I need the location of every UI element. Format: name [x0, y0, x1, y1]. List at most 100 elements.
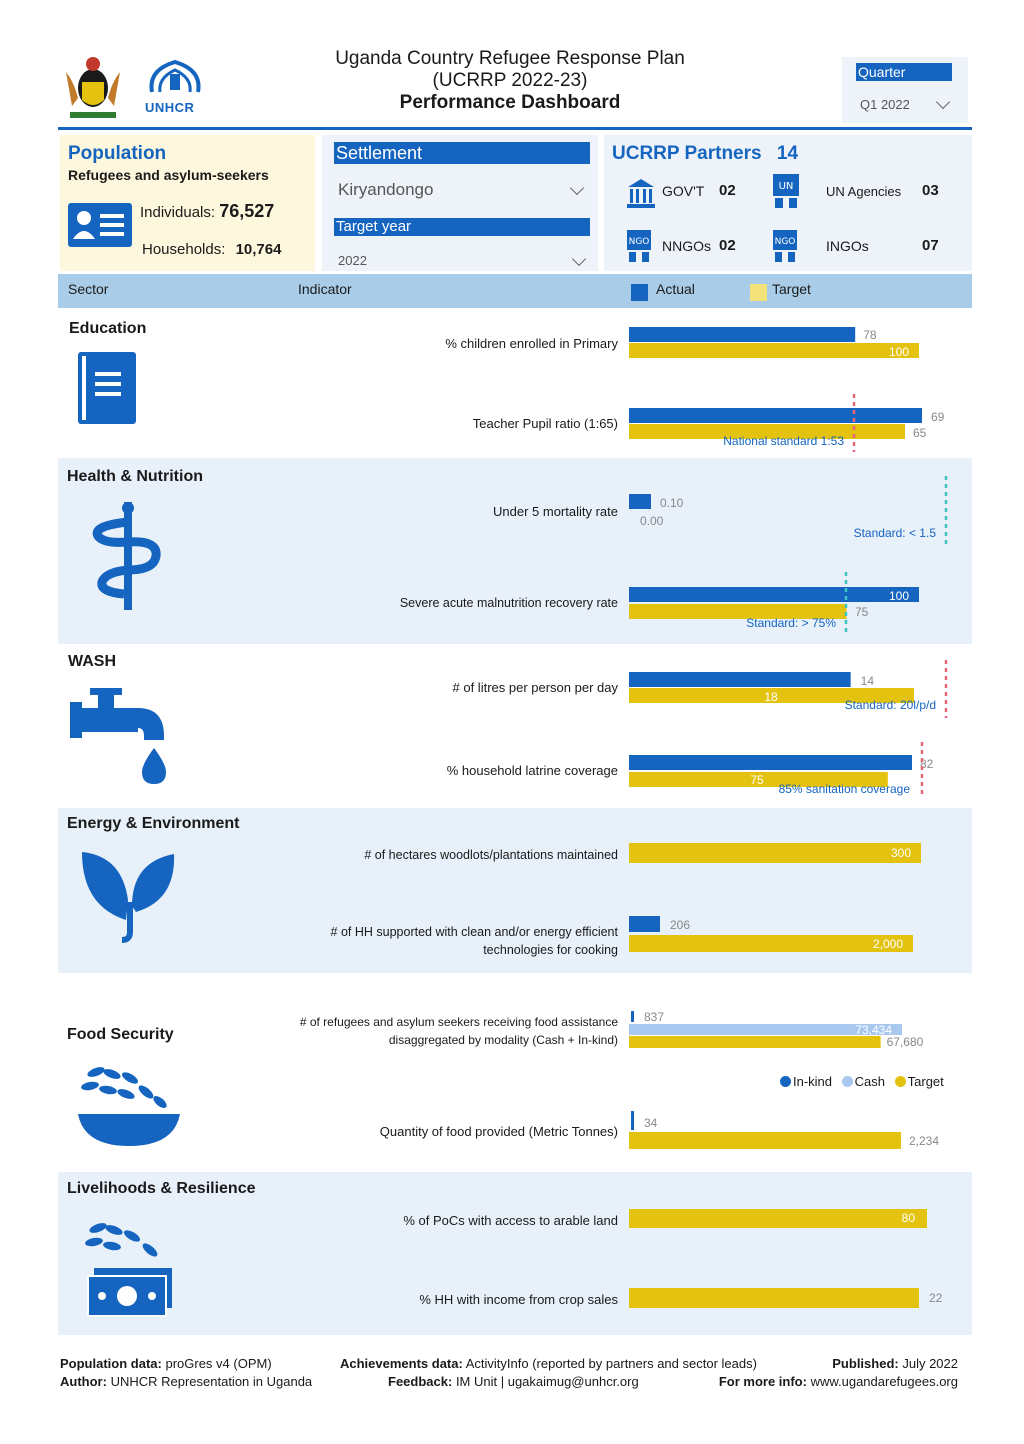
households-stat: Households: 10,764: [142, 241, 282, 258]
settlement-filter-label: Settlement: [334, 142, 590, 164]
dashboard-title: Uganda Country Refugee Response Plan (UC…: [335, 48, 685, 113]
target-value-label: 100: [889, 345, 909, 359]
indicator-label: % household latrine coverage: [446, 763, 618, 778]
health-caduceus-icon: [92, 502, 161, 610]
footer-middle: Achievements data: ActivityInfo (reporte…: [340, 1356, 757, 1389]
footer-left: Population data: proGres v4 (OPM) Author…: [60, 1356, 313, 1389]
target-bar: [629, 1036, 881, 1048]
sector-column-header: Sector: [68, 281, 109, 297]
partners-title: UCRRP Partners 14: [612, 143, 799, 164]
cash-legend-dot: [841, 1076, 853, 1087]
partner-nngo-label: NNGOs: [662, 238, 711, 254]
target-legend-swatch: [750, 284, 767, 301]
ngo-icon: NGO: [773, 230, 797, 262]
indicator-label: # of HH supported with clean and/or ener…: [330, 925, 618, 957]
target-year-dropdown[interactable]: 2022: [338, 253, 367, 268]
actual-legend-swatch: [631, 284, 648, 301]
target-bar: [629, 1132, 901, 1149]
sector-title-energy: Energy & Environment: [67, 815, 240, 832]
indicator-label: # of refugees and asylum seekers receivi…: [299, 1015, 618, 1047]
partner-nngo-count: 02: [719, 237, 736, 254]
population-title: Population: [68, 143, 167, 164]
table-column-header: Sector Indicator Actual Target: [58, 274, 972, 308]
sector-title-education: Education: [69, 320, 147, 337]
target-bar: [629, 688, 914, 703]
chevron-down-icon[interactable]: [569, 180, 585, 196]
svg-text:NGO: NGO: [775, 237, 796, 247]
partner-ingo-count: 07: [922, 237, 939, 254]
target-value-label: 67,680: [887, 1035, 924, 1049]
sector-title-health: Health & Nutrition: [67, 468, 203, 485]
partner-govt-label: GOV'T: [662, 183, 705, 199]
indicator-label: Severe acute malnutrition recovery rate: [399, 596, 618, 610]
actual-legend-label: Actual: [656, 281, 695, 297]
population-subtitle: Refugees and asylum-seekers: [68, 167, 269, 183]
target-year-filter-label: Target year: [334, 218, 590, 236]
actual-bar: [629, 755, 912, 770]
un-agency-icon: UN: [773, 174, 799, 208]
unhcr-logo-icon: [149, 59, 201, 93]
actual-bar: [629, 327, 856, 342]
partners-panel: UCRRP Partners 14 GOV'T 02 UN UN Agencie…: [604, 135, 972, 271]
indicator-column-header: Indicator: [298, 281, 352, 297]
water-tap-icon: [70, 688, 166, 784]
actual-bar: [629, 672, 851, 687]
uganda-coat-of-arms-icon: [66, 57, 120, 118]
actual-bar: [631, 1111, 634, 1130]
inkind-legend-dot: [780, 1076, 791, 1087]
footer-right: Published: July 2022 For more info: www.…: [718, 1356, 958, 1389]
inkind-value-label: 837: [644, 1010, 664, 1024]
indicator-label: # of hectares woodlots/plantations maint…: [364, 848, 618, 862]
target-bar: [629, 343, 919, 358]
target-legend-label: Target: [772, 281, 811, 297]
target-value-label: 18: [764, 690, 778, 704]
standard-label: National standard 1:53: [723, 434, 844, 448]
target-bar: [629, 424, 906, 439]
standard-label: Standard: 20l/p/d: [845, 698, 936, 712]
quarter-filter-label: Quarter: [856, 63, 952, 81]
actual-value-label: 69: [931, 410, 945, 424]
actual-value-label: 14: [861, 674, 875, 688]
money-grain-icon: [85, 1223, 172, 1317]
ngo-icon: NGO: [627, 230, 651, 262]
government-building-icon: [627, 179, 655, 208]
indicator-label: Under 5 mortality rate: [493, 504, 618, 519]
sector-title-wash: WASH: [68, 653, 116, 670]
indicator-label: % HH with income from crop sales: [419, 1292, 618, 1307]
standard-label: 85% sanitation coverage: [779, 782, 911, 796]
id-card-icon: [68, 203, 132, 247]
indicator-label: % children enrolled in Primary: [445, 336, 618, 351]
partner-un-label: UN Agencies: [826, 184, 902, 199]
inkind-bar: [631, 1011, 634, 1022]
indicator-label: % of PoCs with access to arable land: [403, 1213, 618, 1228]
cash-legend-label: Cash: [854, 1074, 886, 1089]
indicator-label: Quantity of food provided (Metric Tonnes…: [379, 1124, 618, 1139]
actual-value-label: 34: [644, 1116, 658, 1130]
book-icon: [78, 352, 136, 424]
indicator-label: Teacher Pupil ratio (1:65): [472, 416, 618, 431]
target-value-label: 65: [913, 426, 927, 440]
cash-bar: [629, 1024, 902, 1035]
settlement-dropdown[interactable]: Kiryandongo: [338, 180, 434, 199]
quarter-filter-value[interactable]: Q1 2022: [860, 97, 910, 112]
unhcr-logo-text: UNHCR: [145, 100, 195, 115]
food-bowl-icon: [78, 1067, 180, 1146]
population-panel: Population Refugees and asylum-seekers I…: [60, 135, 315, 271]
target-value-label: 2,234: [909, 1134, 939, 1148]
target-bar: [629, 772, 888, 787]
svg-text:NGO: NGO: [629, 237, 650, 247]
indicator-label: # of litres per person per day: [452, 680, 618, 695]
inkind-legend-label: In-kind: [793, 1074, 833, 1089]
partner-ingo-label: INGOs: [826, 238, 869, 254]
actual-value-label: 82: [920, 757, 934, 771]
food-security-legend: In-kind Cash Target: [780, 1074, 944, 1089]
actual-bar: [629, 408, 922, 423]
header-divider: [58, 127, 972, 130]
more-info-link[interactable]: www.ugandarefugees.org: [810, 1374, 958, 1389]
quarter-filter[interactable]: Quarter Q1 2022: [842, 57, 968, 123]
chevron-down-icon[interactable]: [571, 251, 587, 267]
actual-value-label: 78: [863, 328, 877, 342]
partner-govt-count: 02: [719, 182, 736, 199]
target-legend-label: Target: [907, 1074, 944, 1089]
chevron-down-icon[interactable]: [935, 94, 951, 110]
